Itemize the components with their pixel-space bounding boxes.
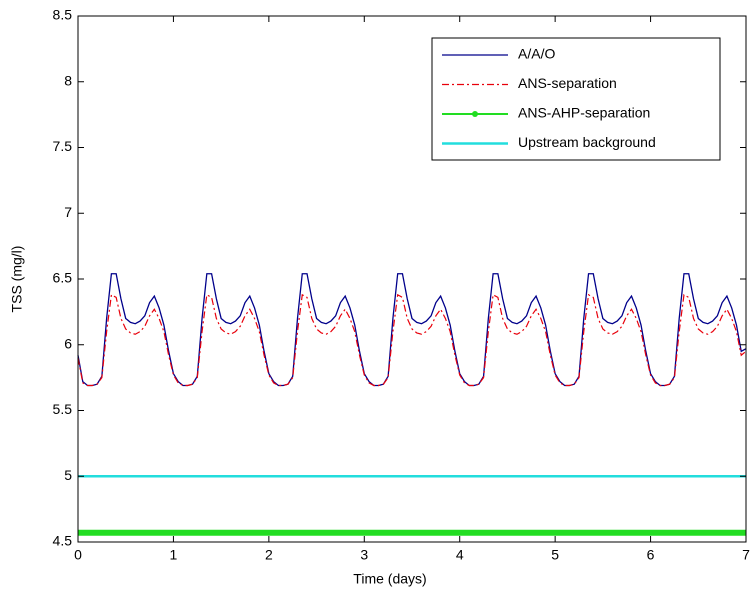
legend-label: Upstream background	[518, 134, 656, 150]
legend-label: ANS-AHP-separation	[518, 105, 650, 121]
x-tick-label: 2	[265, 547, 273, 563]
x-tick-label: 4	[456, 547, 464, 563]
y-tick-label: 4.5	[53, 533, 73, 549]
legend-box	[431, 37, 721, 161]
x-tick-label: 5	[551, 547, 559, 563]
x-tick-label: 0	[74, 547, 82, 563]
x-axis-label: Time (days)	[353, 571, 426, 587]
x-tick-label: 1	[170, 547, 178, 563]
y-tick-label: 8	[64, 72, 72, 88]
y-tick-label: 8.5	[53, 7, 73, 23]
y-tick-label: 7.5	[53, 138, 73, 154]
x-tick-label: 6	[647, 547, 655, 563]
y-tick-label: 5.5	[53, 401, 73, 417]
legend-label: A/A/O	[518, 46, 555, 62]
y-tick-label: 7	[64, 204, 72, 220]
x-tick-label: 3	[360, 547, 368, 563]
series-line	[77, 293, 747, 387]
y-tick-label: 5	[64, 467, 72, 483]
legend-marker	[472, 111, 478, 117]
legend-label: ANS-separation	[518, 75, 617, 91]
y-axis-label: TSS (mg/l)	[9, 246, 25, 313]
y-tick-label: 6.5	[53, 270, 73, 286]
y-tick-label: 6	[64, 335, 72, 351]
x-tick-label: 7	[742, 547, 750, 563]
